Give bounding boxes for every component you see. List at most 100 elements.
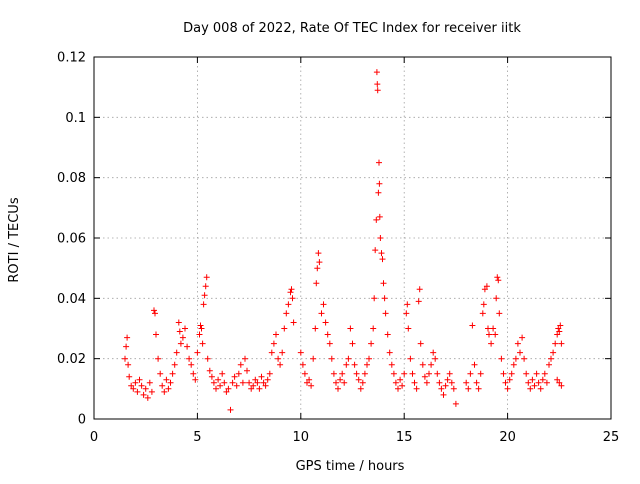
data-point — [312, 325, 319, 332]
data-point — [401, 370, 408, 377]
data-point — [376, 213, 383, 220]
data-point — [407, 355, 414, 362]
data-point — [368, 340, 375, 347]
data-point — [279, 349, 286, 356]
data-point — [204, 355, 211, 362]
data-point — [500, 370, 507, 377]
data-point — [182, 325, 188, 332]
data-point — [188, 361, 195, 368]
data-point — [495, 277, 502, 284]
data-point — [258, 373, 265, 380]
data-point — [371, 295, 378, 302]
y-tick-label: 0.04 — [57, 292, 86, 307]
data-point — [275, 355, 282, 362]
data-point — [256, 385, 263, 392]
data-point — [475, 385, 482, 392]
data-point — [373, 69, 380, 76]
data-point — [373, 216, 380, 223]
data-point — [390, 370, 397, 377]
y-tick-label: 0.02 — [57, 352, 86, 367]
data-point — [376, 180, 383, 187]
data-point — [556, 328, 563, 335]
data-point — [419, 361, 426, 368]
data-point — [404, 301, 411, 308]
data-point — [428, 361, 435, 368]
x-tick-label: 15 — [396, 430, 413, 445]
data-point — [268, 349, 275, 356]
data-point — [235, 370, 242, 377]
data-point — [283, 310, 290, 317]
data-point — [179, 334, 186, 341]
data-point — [138, 382, 145, 389]
data-point — [208, 373, 215, 380]
data-points — [122, 69, 565, 413]
data-point — [313, 280, 320, 287]
y-axis-ticks: 0 0.02 0.04 0.06 0.08 0.1 0.12 — [57, 51, 611, 428]
data-point — [423, 379, 430, 386]
data-point — [351, 361, 358, 368]
data-point — [126, 373, 133, 380]
data-point — [471, 361, 478, 368]
data-point — [239, 379, 246, 386]
data-point — [244, 367, 250, 374]
chart-title: Day 008 of 2022, Rate Of TEC Index for r… — [183, 21, 521, 36]
data-point — [384, 331, 391, 338]
data-point — [146, 379, 153, 386]
data-point — [359, 379, 366, 386]
data-point — [392, 379, 399, 386]
data-point — [175, 319, 182, 326]
data-point — [227, 406, 234, 413]
data-point — [266, 370, 273, 377]
data-point — [290, 319, 297, 326]
data-point — [343, 361, 350, 368]
data-point — [320, 301, 327, 308]
x-tick-label: 25 — [603, 430, 620, 445]
data-point — [498, 355, 505, 362]
data-point — [370, 325, 377, 332]
data-point — [287, 289, 294, 296]
data-point — [142, 385, 149, 392]
data-point — [380, 280, 387, 287]
data-point — [337, 376, 344, 383]
data-point — [479, 310, 486, 317]
y-tick-label: 0 — [78, 413, 86, 428]
data-point — [197, 322, 204, 329]
data-point — [281, 325, 288, 332]
data-point — [231, 373, 238, 380]
data-point — [155, 355, 162, 362]
data-point — [163, 376, 170, 383]
x-axis-ticks: 0 5 10 15 20 25 — [90, 57, 619, 445]
data-point — [506, 376, 513, 383]
data-point — [355, 376, 362, 383]
data-point — [136, 376, 143, 383]
data-point — [450, 385, 457, 392]
data-point — [519, 334, 526, 341]
data-point — [173, 349, 180, 356]
data-point — [203, 274, 210, 281]
data-point — [157, 370, 164, 377]
data-point — [148, 388, 155, 395]
data-point — [132, 379, 139, 386]
data-point — [514, 340, 521, 347]
data-point — [326, 340, 333, 347]
data-point — [273, 331, 279, 338]
data-point — [452, 400, 459, 407]
data-point — [543, 379, 550, 386]
data-point — [153, 331, 159, 338]
data-point — [523, 370, 530, 377]
data-point — [176, 328, 183, 335]
data-point — [206, 367, 213, 374]
data-point — [200, 301, 207, 308]
data-point — [289, 295, 296, 302]
data-point — [496, 310, 503, 317]
data-point — [397, 376, 404, 383]
data-point — [378, 250, 385, 257]
data-point — [417, 340, 424, 347]
data-point — [242, 355, 248, 362]
data-point — [552, 340, 559, 347]
data-point — [333, 379, 339, 386]
grid-lines — [94, 57, 611, 419]
data-point — [492, 331, 499, 338]
data-point — [558, 340, 565, 347]
